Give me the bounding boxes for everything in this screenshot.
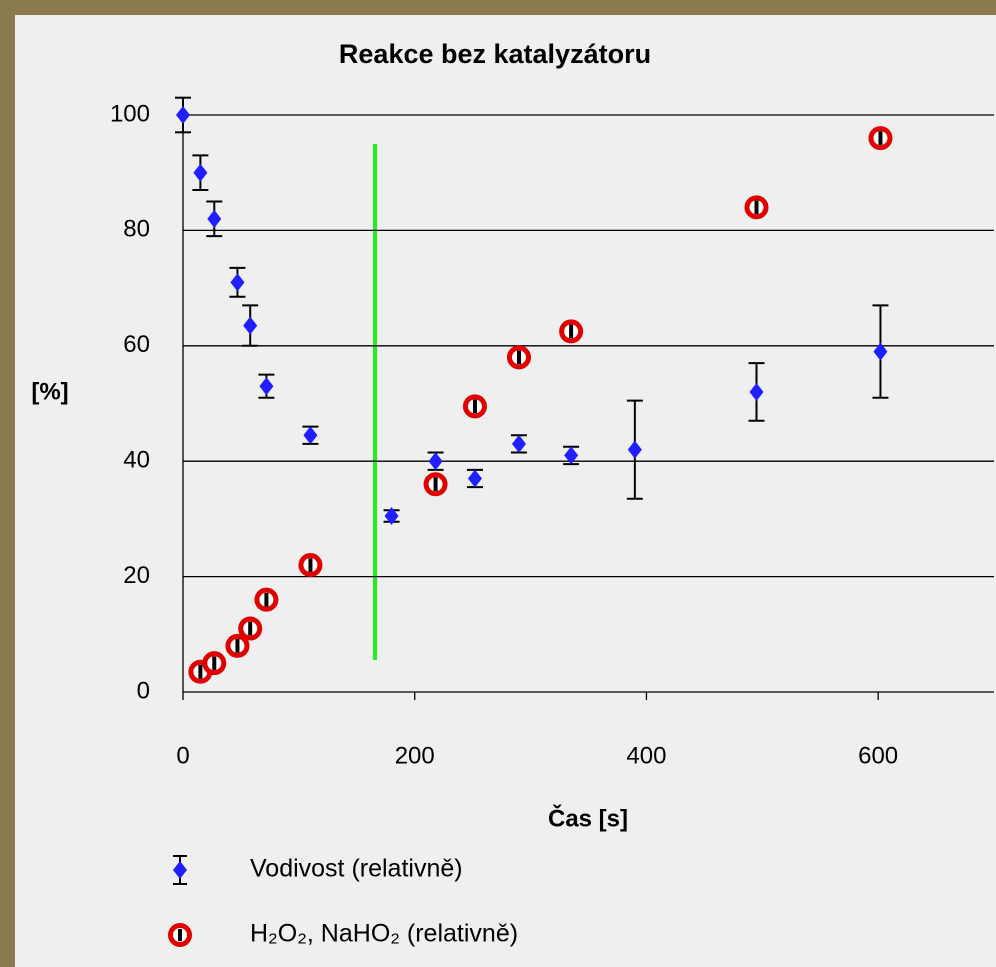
- data-point: [303, 426, 318, 445]
- data-point: [259, 377, 274, 396]
- data-point: [627, 440, 642, 459]
- data-point: [230, 273, 245, 292]
- legend-label: Vodivost (relativně): [250, 855, 463, 883]
- data-point: [193, 163, 208, 182]
- y-axis-label: [%]: [31, 378, 68, 405]
- y-tick-label: 80: [123, 216, 150, 243]
- data-point: [511, 434, 526, 453]
- data-point: [207, 209, 222, 228]
- x-axis-label: Čas [s]: [548, 804, 628, 832]
- x-tick-label: 400: [626, 742, 666, 769]
- y-tick-label: 100: [110, 100, 150, 127]
- y-tick-label: 0: [137, 677, 150, 704]
- x-tick-label: 600: [858, 742, 898, 769]
- y-tick-label: 60: [123, 331, 150, 358]
- data-point: [564, 446, 579, 465]
- data-point: [243, 316, 258, 335]
- chart-title: Reakce bez katalyzátoru: [339, 39, 651, 69]
- data-point: [428, 452, 443, 471]
- data-point: [176, 106, 190, 124]
- data-point: [384, 507, 399, 526]
- x-tick-label: 0: [176, 742, 189, 769]
- data-point: [749, 382, 764, 401]
- y-tick-label: 40: [123, 447, 150, 474]
- legend-marker: [173, 861, 187, 879]
- y-tick-label: 20: [123, 562, 150, 589]
- x-tick-label: 200: [395, 742, 435, 769]
- legend-label: H₂O₂, NaHO₂ (relativně): [250, 920, 518, 948]
- data-point: [467, 469, 482, 488]
- data-point: [873, 342, 888, 361]
- chart-area: [15, 15, 996, 967]
